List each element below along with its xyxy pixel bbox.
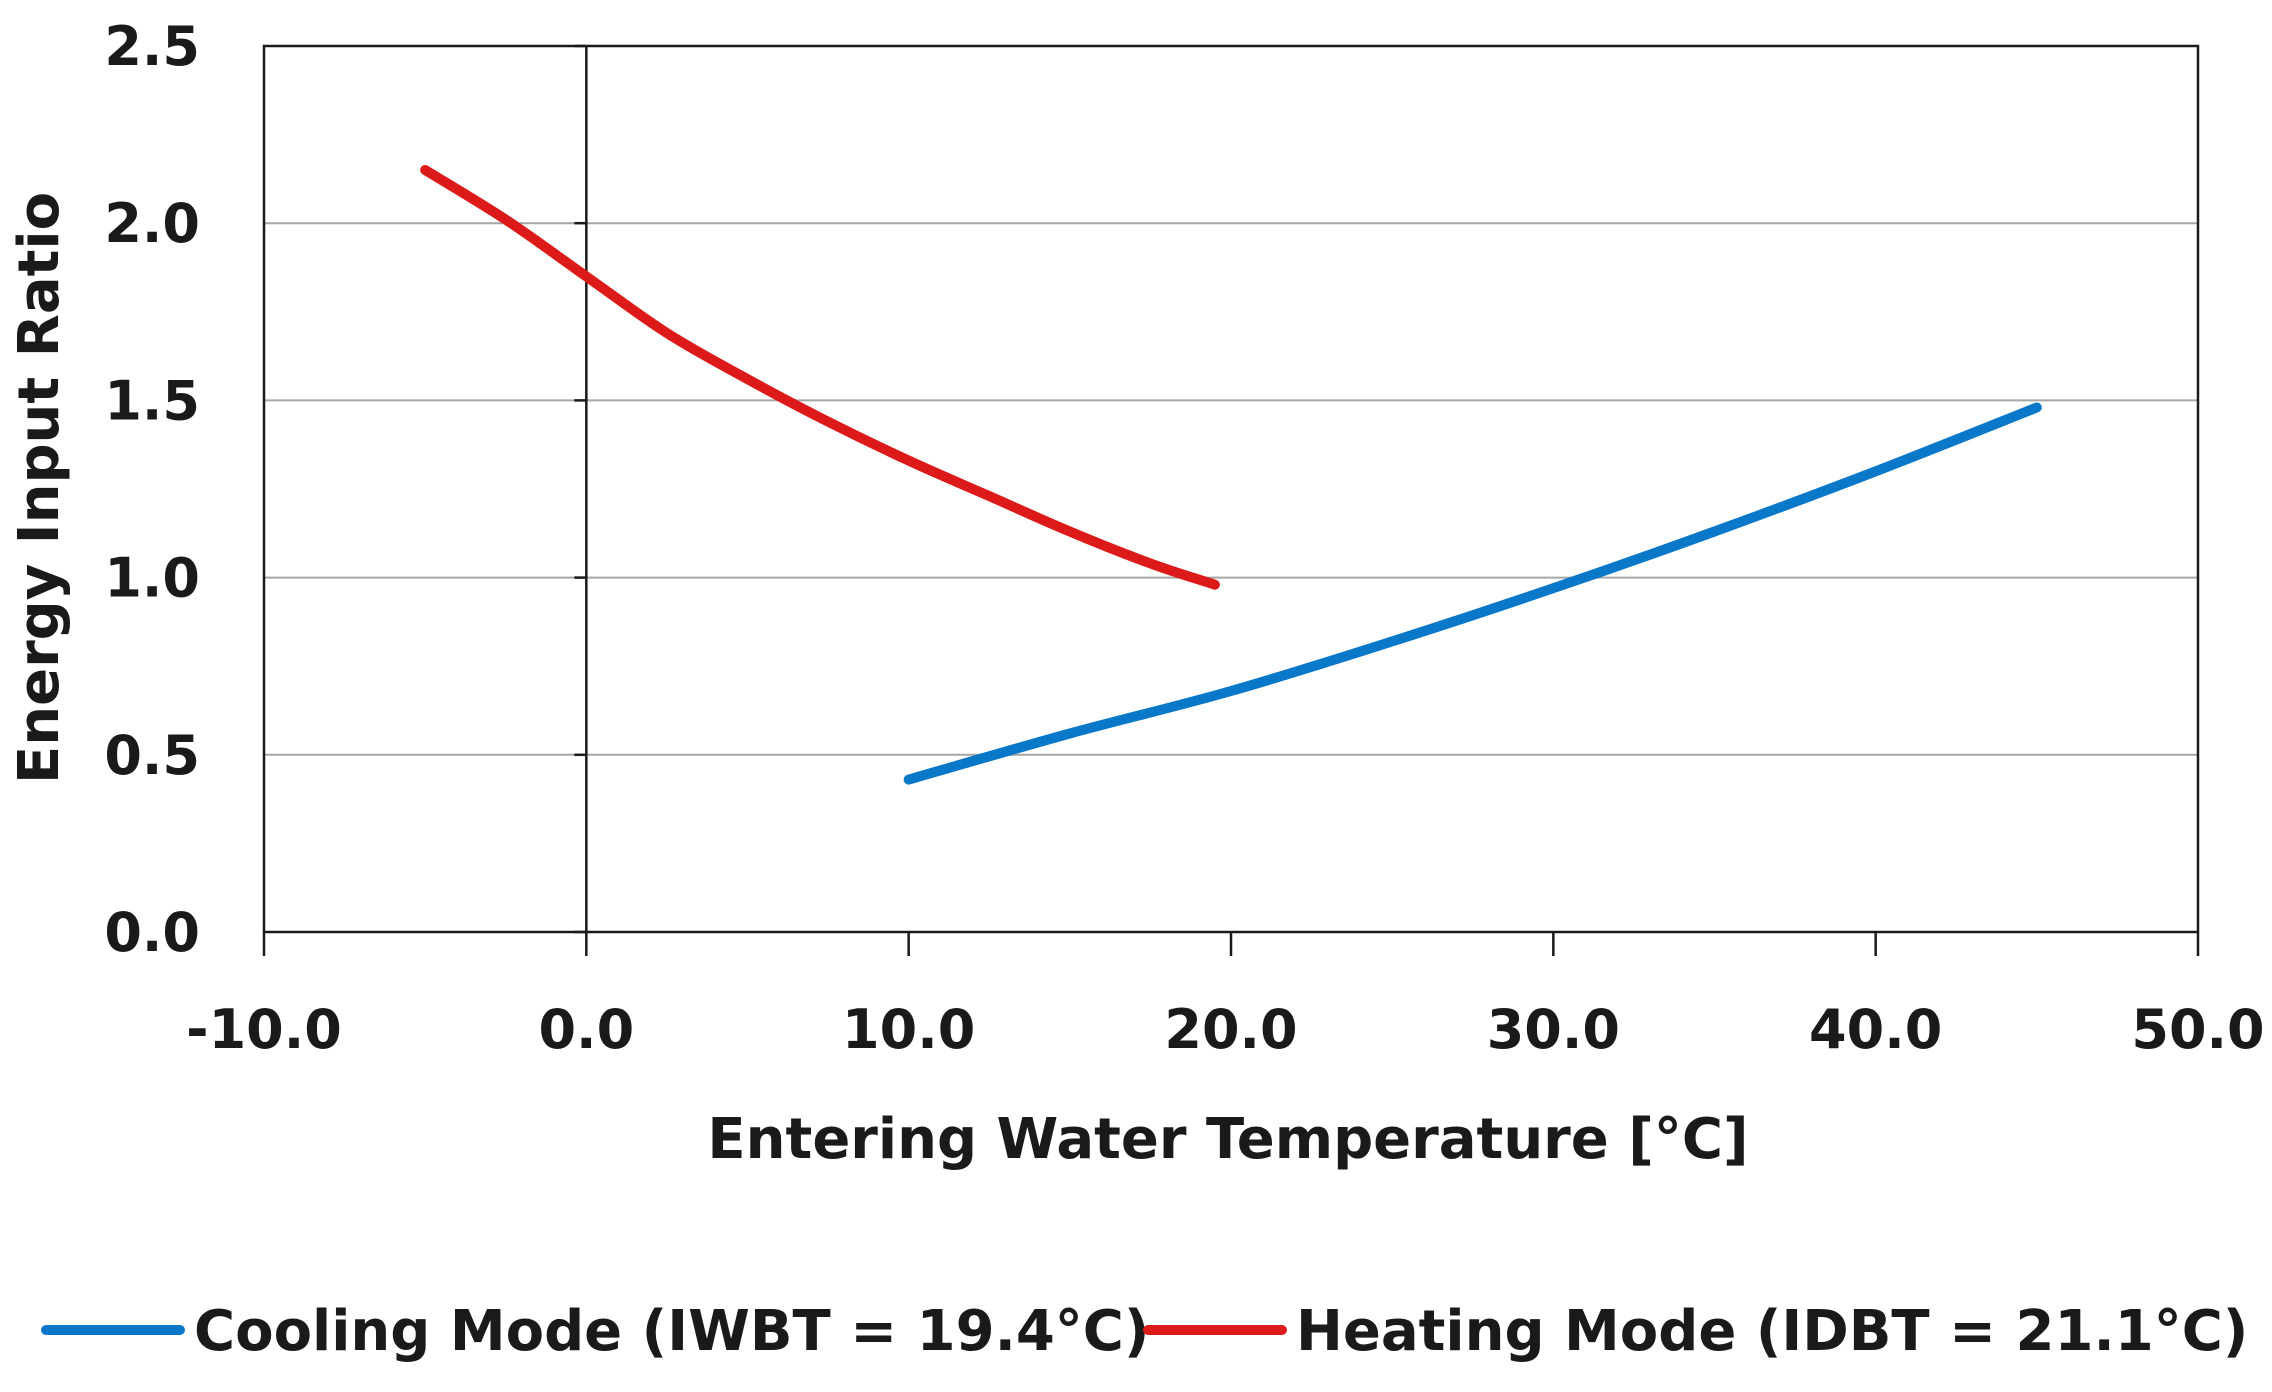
x-tick-label-5: 40.0	[1809, 998, 1942, 1061]
y-tick-label-4: 2.0	[104, 192, 200, 255]
y-tick-label-5: 2.5	[104, 15, 200, 78]
y-tick-label-1: 0.5	[104, 724, 200, 787]
y-axis-title: Energy Input Ratio	[7, 192, 72, 784]
series-line-cooling	[903, 402, 2042, 785]
x-tick-label-6: 50.0	[2131, 998, 2264, 1061]
series-lines	[420, 165, 2042, 785]
x-tick-label-0: -10.0	[186, 998, 342, 1061]
x-axis-title: Entering Water Temperature [°C]	[707, 1107, 1748, 1172]
y-tick-label-0: 0.0	[104, 901, 200, 964]
legend-label-heating: Heating Mode (IDBT = 21.1°C)	[1296, 1299, 2248, 1364]
axes	[262, 44, 2200, 956]
legend-label-cooling: Cooling Mode (IWBT = 19.4°C)	[194, 1299, 1150, 1364]
x-tick-label-4: 30.0	[1487, 998, 1620, 1061]
tick-labels: 0.0 0.5 1.0 1.5 2.0 2.5 -10.0 0.0 10.0 20.0 30.0 40…	[104, 15, 2264, 1061]
x-tick-label-3: 20.0	[1164, 998, 1297, 1061]
legend: Cooling Mode (IWBT = 19.4°C) Heating Mode…	[41, 1299, 2248, 1364]
x-tick-label-1: 0.0	[538, 998, 634, 1061]
series-line-heating	[420, 165, 1220, 590]
y-tick-label-3: 1.5	[104, 369, 200, 432]
x-tick-label-2: 10.0	[842, 998, 975, 1061]
y-tick-label-2: 1.0	[104, 547, 200, 610]
